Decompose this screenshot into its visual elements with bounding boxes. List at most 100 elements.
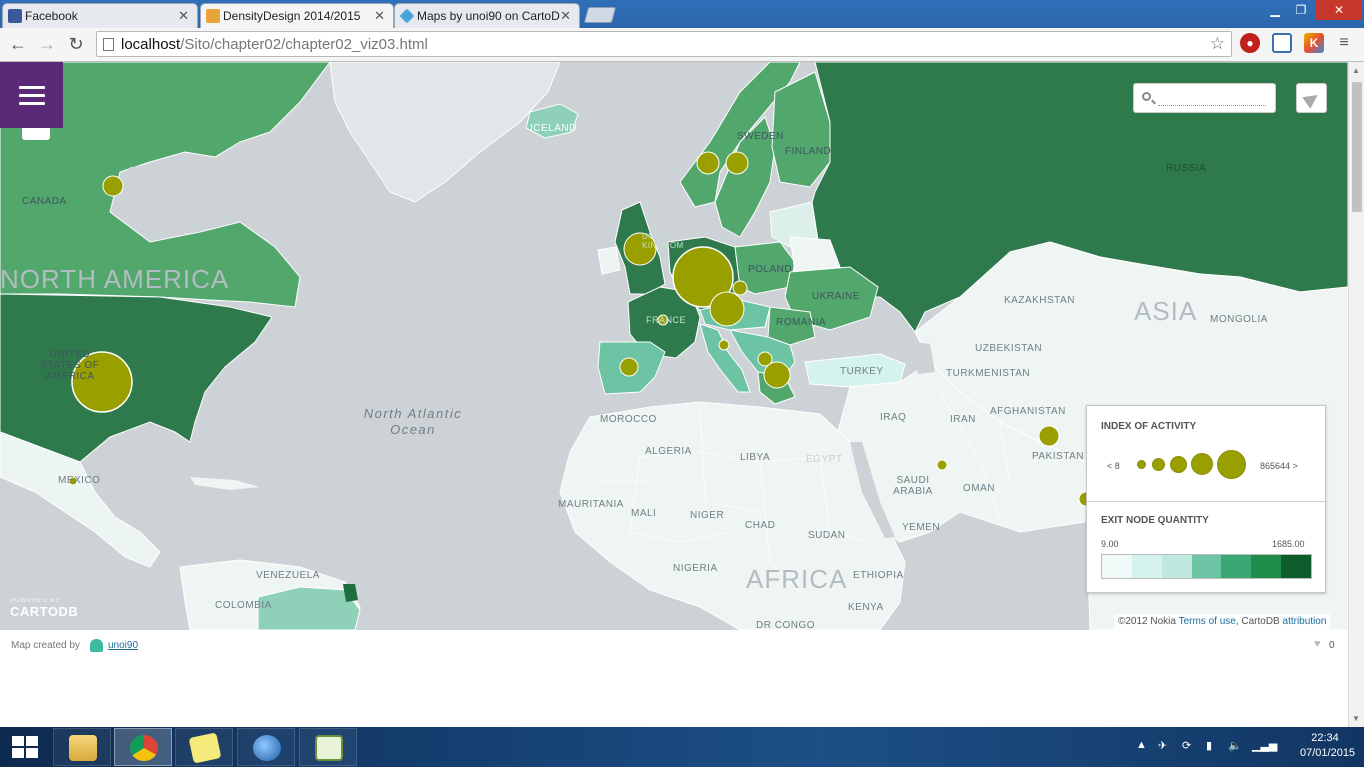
label-colombia: COLOMBIA bbox=[215, 600, 272, 611]
cartodb-logo[interactable]: POWERED BY CARTODB bbox=[10, 598, 78, 619]
k-extension-icon[interactable]: K bbox=[1304, 33, 1324, 53]
label-united-states: UNITED STATES OF AMERICA bbox=[40, 349, 100, 382]
bubble-france bbox=[657, 314, 669, 326]
tab-strip: Facebook ✕ DensityDesign 2014/2015 ✕ Map… bbox=[0, 0, 1364, 28]
iceland-shape bbox=[525, 103, 579, 139]
hamburger-line bbox=[18, 101, 45, 105]
italy-shape bbox=[699, 323, 751, 393]
send-icon bbox=[1302, 89, 1322, 109]
label-uzbekistan: UZBEKISTAN bbox=[975, 343, 1043, 354]
clock-date: 07/01/2015 bbox=[1300, 747, 1356, 759]
tray-app-icon[interactable]: ✈ bbox=[1158, 740, 1168, 752]
map-search-box[interactable] bbox=[1133, 83, 1276, 113]
page-scrollbar[interactable]: ▲ ▼ bbox=[1348, 62, 1364, 727]
label-niger: NIGER bbox=[690, 510, 725, 521]
tab-facebook[interactable]: Facebook ✕ bbox=[2, 3, 198, 28]
label-finland: FINLAND bbox=[785, 146, 832, 157]
label-poland: POLAND bbox=[748, 264, 793, 275]
taskbar-chrome[interactable] bbox=[114, 728, 172, 766]
label-turkey: TURKEY bbox=[840, 366, 884, 377]
label-saudi-arabia: SAUDI ARABIA bbox=[893, 475, 933, 497]
tab-cartodb[interactable]: Maps by unoi90 on CartoD ✕ bbox=[394, 3, 580, 28]
heart-icon[interactable]: ♥ bbox=[1314, 638, 1321, 650]
legend-bubble-1 bbox=[1137, 460, 1146, 469]
tab-title: Facebook bbox=[25, 9, 78, 23]
hamburger-menu-button[interactable] bbox=[0, 62, 63, 128]
densitydesign-icon bbox=[206, 9, 220, 23]
volume-icon[interactable]: 🔈 bbox=[1228, 740, 1242, 752]
back-icon[interactable]: ← bbox=[9, 34, 27, 54]
scrollbar-thumb[interactable] bbox=[1352, 82, 1362, 212]
chrome-menu-icon[interactable]: ≡ bbox=[1339, 34, 1349, 51]
legend-choropleth-min: 9.00 bbox=[1101, 539, 1119, 549]
bubble-italy bbox=[718, 339, 730, 351]
label-algeria: ALGERIA bbox=[645, 446, 692, 457]
taskbar-app-globe[interactable] bbox=[237, 728, 295, 766]
new-tab-button[interactable] bbox=[583, 7, 617, 23]
cartodb-icon bbox=[399, 8, 415, 24]
map-search-input[interactable] bbox=[1158, 90, 1266, 106]
close-icon[interactable]: ✕ bbox=[560, 8, 571, 23]
bubble-uae bbox=[936, 459, 948, 471]
tray-overflow-icon[interactable]: ▲ bbox=[1136, 739, 1147, 751]
zoom-control[interactable] bbox=[22, 128, 50, 140]
url-path: /Sito/chapter02/chapter02_viz03.html bbox=[180, 36, 428, 53]
screen-capture-icon[interactable] bbox=[1272, 33, 1292, 53]
label-sweden: SWEDEN bbox=[737, 131, 784, 142]
taskbar-file-explorer[interactable] bbox=[53, 728, 111, 766]
bubble-finland bbox=[725, 151, 749, 175]
user-avatar-icon bbox=[90, 639, 103, 652]
legend-choropleth-title: EXIT NODE QUANTITY bbox=[1101, 515, 1209, 526]
legend-bubble-min: < 8 bbox=[1107, 461, 1120, 471]
forward-icon[interactable]: → bbox=[38, 34, 56, 54]
black-sea-shape bbox=[808, 338, 870, 358]
windows-start-button[interactable] bbox=[12, 736, 38, 758]
label-iraq: IRAQ bbox=[880, 412, 907, 423]
legend-bubble-5 bbox=[1217, 450, 1246, 479]
close-icon[interactable]: ✕ bbox=[374, 8, 385, 23]
adblock-icon[interactable]: ● bbox=[1240, 33, 1260, 53]
attribution-link[interactable]: attribution bbox=[1282, 616, 1327, 627]
url-host: localhost bbox=[121, 36, 181, 53]
tray-sync-icon[interactable]: ⟳ bbox=[1182, 740, 1192, 752]
label-egypt: EGYPT bbox=[806, 454, 843, 465]
ireland-shape bbox=[597, 246, 621, 275]
close-icon[interactable]: ✕ bbox=[178, 8, 189, 23]
network-icon[interactable]: ▁▃▅ bbox=[1252, 740, 1278, 752]
greenland-shape bbox=[329, 62, 561, 203]
like-count: 0 bbox=[1329, 640, 1335, 651]
label-afghanistan: AFGHANISTAN bbox=[990, 406, 1066, 417]
label-pakistan: PAKISTAN bbox=[1032, 451, 1084, 462]
taskbar-app-editor[interactable] bbox=[299, 728, 357, 766]
attribution-text: ©2012 Nokia bbox=[1118, 616, 1176, 627]
bookmark-star-icon[interactable]: ☆ bbox=[1209, 34, 1225, 53]
author-link[interactable]: unoi90 bbox=[108, 640, 139, 651]
hudson-bay-shape bbox=[130, 162, 225, 232]
label-united-kingdom: UNITED KINGDOM bbox=[642, 232, 684, 250]
chrome-icon bbox=[130, 735, 158, 761]
close-window-button[interactable]: ✕ bbox=[1316, 0, 1362, 20]
label-ukraine: UKRAINE bbox=[812, 291, 860, 302]
scroll-down-icon[interactable]: ▼ bbox=[1352, 714, 1360, 723]
legend-bubble-max: 865644 > bbox=[1260, 461, 1298, 471]
maximize-button[interactable]: ❐ bbox=[1295, 3, 1307, 17]
taskbar-clock[interactable]: 22:34 07/01/2015 bbox=[1300, 731, 1356, 761]
minimize-button[interactable]: ▁ bbox=[1270, 3, 1280, 17]
taskbar-sticky-notes[interactable] bbox=[175, 728, 233, 766]
finland-shape bbox=[771, 71, 831, 188]
legend-swatch-3 bbox=[1161, 555, 1192, 578]
bubble-germany bbox=[672, 246, 734, 308]
browser-chrome: Facebook ✕ DensityDesign 2014/2015 ✕ Map… bbox=[0, 0, 1364, 62]
chart-editor-icon bbox=[315, 735, 343, 761]
legend-divider bbox=[1087, 501, 1325, 502]
tab-densitydesign[interactable]: DensityDesign 2014/2015 ✕ bbox=[200, 3, 394, 28]
share-button[interactable] bbox=[1296, 83, 1327, 113]
tab-title: Maps by unoi90 on CartoD bbox=[417, 9, 560, 23]
reload-icon[interactable]: ↻ bbox=[68, 34, 84, 54]
scroll-up-icon[interactable]: ▲ bbox=[1352, 66, 1360, 75]
map-legend: INDEX OF ACTIVITY < 8 865644 > EXIT NODE… bbox=[1086, 405, 1326, 593]
label-chad: CHAD bbox=[745, 520, 776, 531]
power-icon[interactable]: ▮ bbox=[1206, 740, 1213, 752]
terms-of-use-link[interactable]: Terms of use bbox=[1178, 616, 1236, 627]
address-bar[interactable]: localhost/Sito/chapter02/chapter02_viz03… bbox=[96, 31, 1232, 57]
